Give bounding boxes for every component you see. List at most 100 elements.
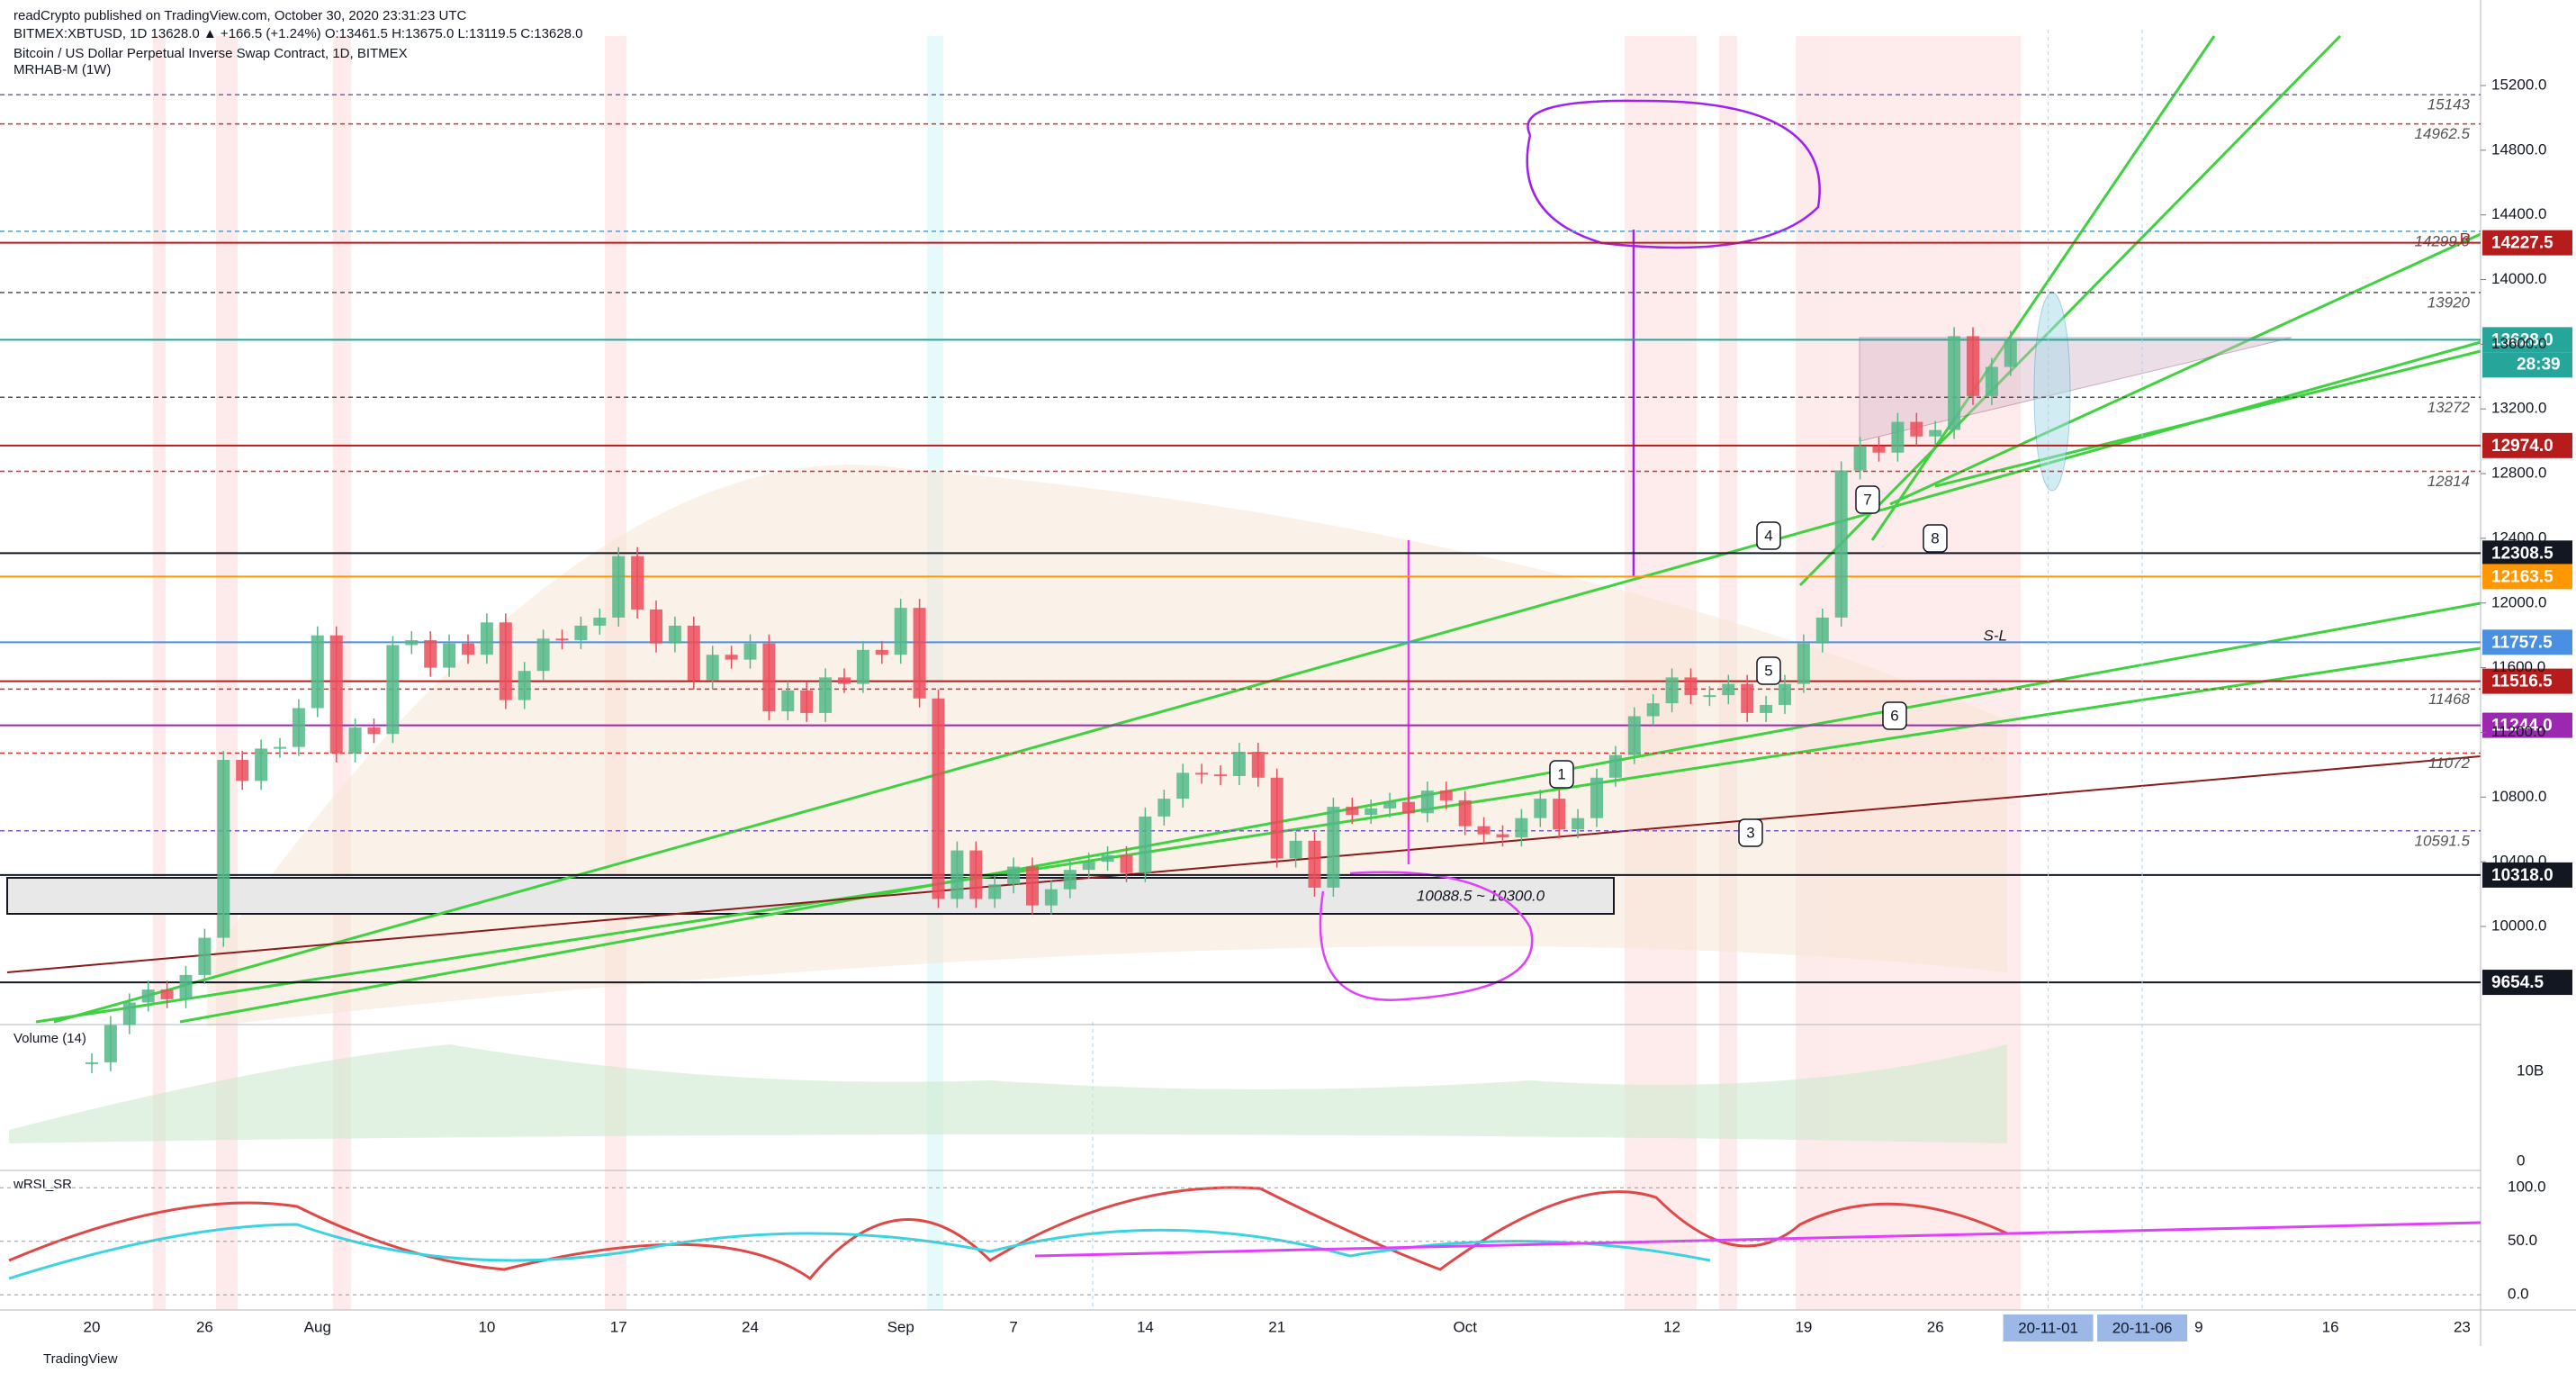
candle-body bbox=[762, 643, 776, 712]
footer: TradingView bbox=[43, 1351, 118, 1367]
price-badge bbox=[2482, 668, 2572, 694]
x-tick-label: 16 bbox=[2322, 1318, 2339, 1335]
wave-box bbox=[1855, 485, 1880, 514]
candle-body bbox=[1327, 807, 1340, 888]
candle-body bbox=[1853, 446, 1867, 471]
candle-body bbox=[932, 698, 945, 899]
candle-body bbox=[1684, 677, 1698, 696]
candle-body bbox=[1007, 866, 1021, 885]
price-badge-label: 11516.5 bbox=[2491, 673, 2553, 691]
candle-body bbox=[725, 655, 738, 660]
indicator: MRHAB-M (1W) bbox=[14, 62, 111, 77]
y-tick-label: 12400.0 bbox=[2491, 528, 2546, 546]
candle-body bbox=[292, 708, 305, 747]
candle-body bbox=[875, 649, 888, 655]
candle-body bbox=[1872, 446, 1886, 453]
candle-body bbox=[462, 643, 474, 655]
volume-band bbox=[9, 1044, 2007, 1143]
price-badge bbox=[2482, 712, 2572, 738]
y-tick-label: 15200.0 bbox=[2491, 76, 2546, 93]
wrsi-tick-label: 100.0 bbox=[2508, 1179, 2546, 1196]
price-badge-label: 13628.0 bbox=[2491, 330, 2553, 349]
candle-body bbox=[1590, 777, 1603, 818]
candle-body bbox=[969, 850, 983, 899]
candle-body bbox=[1195, 772, 1209, 775]
y-tick-label: 10400.0 bbox=[2491, 853, 2546, 870]
level-label: 14299.0 bbox=[2415, 232, 2471, 249]
candle-body bbox=[1553, 799, 1566, 830]
trend-line bbox=[6, 755, 2481, 973]
candle-body bbox=[1308, 840, 1321, 888]
quote: BITMEX:XBTUSD, 1D 13628.0 ▲ +166.5 (+1.2… bbox=[14, 26, 582, 41]
x-tick-label: Sep bbox=[887, 1318, 914, 1335]
candle-body bbox=[612, 556, 626, 618]
level-label: 13920 bbox=[2427, 294, 2471, 311]
wrsi-tick-label: 50.0 bbox=[2508, 1232, 2537, 1249]
candle-body bbox=[1910, 421, 1923, 437]
candle-body bbox=[141, 989, 155, 1003]
candle-body bbox=[1139, 816, 1152, 873]
candle-body bbox=[1044, 889, 1058, 906]
candle-body bbox=[706, 655, 719, 681]
candle-body bbox=[1797, 643, 1810, 684]
candle-body bbox=[838, 677, 851, 684]
candle-body bbox=[856, 649, 869, 684]
candle-body bbox=[1439, 790, 1453, 800]
price-badge-label: 12974.0 bbox=[2491, 437, 2553, 456]
publisher: readCrypto published on TradingView.com,… bbox=[14, 8, 467, 23]
y-tick-label: 14400.0 bbox=[2491, 205, 2546, 222]
level-label: 11072 bbox=[2428, 754, 2471, 772]
wave-box bbox=[1738, 818, 1763, 847]
candle-body bbox=[386, 645, 400, 735]
rsi-trend bbox=[1034, 1221, 2481, 1258]
wave-label: 7 bbox=[1863, 491, 1871, 508]
candle-body bbox=[424, 640, 437, 668]
candle-body bbox=[499, 622, 512, 700]
y-tick-label: 14000.0 bbox=[2491, 270, 2546, 287]
candle-body bbox=[650, 609, 662, 644]
candle-body bbox=[443, 643, 456, 668]
wave-box bbox=[1756, 521, 1781, 550]
stop-loss: S-L bbox=[1984, 627, 2007, 644]
price-badge bbox=[2482, 432, 2572, 458]
price-badge bbox=[2482, 230, 2572, 256]
candle-body bbox=[1365, 808, 1378, 816]
candle-body bbox=[1534, 799, 1547, 818]
wave-box bbox=[1549, 760, 1574, 789]
level-label: 13272 bbox=[2427, 399, 2471, 416]
wrsi-tick-label: 0.0 bbox=[2508, 1286, 2529, 1303]
volume-title: Volume (14) bbox=[14, 1031, 86, 1046]
candle-body bbox=[1026, 866, 1039, 906]
candle-body bbox=[1383, 801, 1397, 808]
candle-body bbox=[1346, 807, 1359, 816]
x-tick-label: Aug bbox=[304, 1318, 331, 1335]
candle-body bbox=[1815, 617, 1829, 644]
candle-body bbox=[1101, 854, 1114, 863]
level-label: 15143 bbox=[2427, 96, 2471, 113]
price-badge bbox=[2482, 970, 2572, 996]
y-tick-label: 11600.0 bbox=[2491, 658, 2545, 675]
candle-body bbox=[894, 608, 907, 655]
candle-body bbox=[86, 1061, 98, 1064]
candle-body bbox=[518, 671, 531, 700]
candle-body bbox=[1572, 817, 1585, 830]
y-tick-label: 12800.0 bbox=[2491, 465, 2546, 482]
candle-body bbox=[1608, 754, 1622, 778]
candle-body bbox=[988, 884, 1002, 899]
price-badge-label: 9654.5 bbox=[2491, 973, 2544, 992]
price-badge-label: 14227.5 bbox=[2491, 234, 2553, 253]
candle-body bbox=[1270, 777, 1283, 859]
level-label: 14962.5 bbox=[2415, 125, 2471, 142]
triangle bbox=[1859, 337, 2292, 442]
candle-body bbox=[1646, 703, 1660, 717]
candle-body bbox=[1496, 834, 1509, 838]
y-tick-label: 13200.0 bbox=[2491, 400, 2546, 417]
candle-body bbox=[1176, 772, 1190, 799]
candle-body bbox=[348, 727, 362, 754]
wave-label: 3 bbox=[1746, 824, 1754, 841]
x-tick-label: Oct bbox=[1453, 1318, 1477, 1335]
candle-body bbox=[2004, 339, 2017, 367]
wrsi-title: wRSI_SR bbox=[13, 1177, 72, 1192]
candle-body bbox=[781, 690, 795, 712]
